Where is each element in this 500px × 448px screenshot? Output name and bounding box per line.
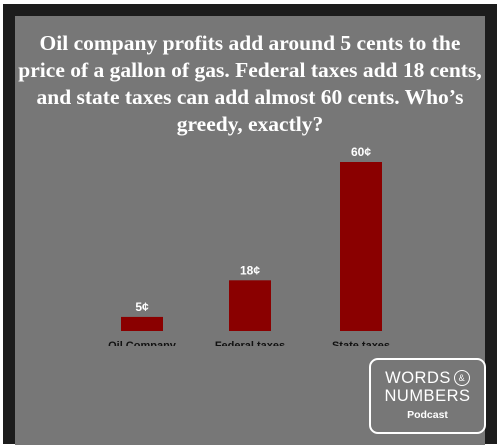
bar-chart: 5¢ Oil Company 18¢ Federal taxes 60¢ State ta… xyxy=(108,145,390,346)
bar-federal-taxes xyxy=(229,280,271,331)
category-label: Oil Company xyxy=(108,340,177,346)
headline: Oil company profits add around 5 cents t… xyxy=(18,31,482,136)
infographic-panel xyxy=(15,16,485,445)
bar-oil-company xyxy=(121,316,163,331)
data-label: 60¢ xyxy=(351,145,371,159)
bar-state-taxes xyxy=(340,162,382,331)
data-label: 18¢ xyxy=(240,263,260,277)
logo-numbers-text: NUMBERS xyxy=(384,387,471,405)
data-label: 5¢ xyxy=(135,300,149,314)
content-area: Oil company profits add around 5 cents t… xyxy=(15,16,486,445)
words-and-numbers-logo: WORDS & NUMBERS Podcast xyxy=(369,358,486,434)
logo-words-text: WORDS xyxy=(385,369,451,387)
category-label: Federal taxes xyxy=(215,340,285,346)
category-label: State taxes xyxy=(332,340,390,346)
ampersand-icon: & xyxy=(453,370,470,386)
logo-podcast-text: Podcast xyxy=(407,409,448,421)
